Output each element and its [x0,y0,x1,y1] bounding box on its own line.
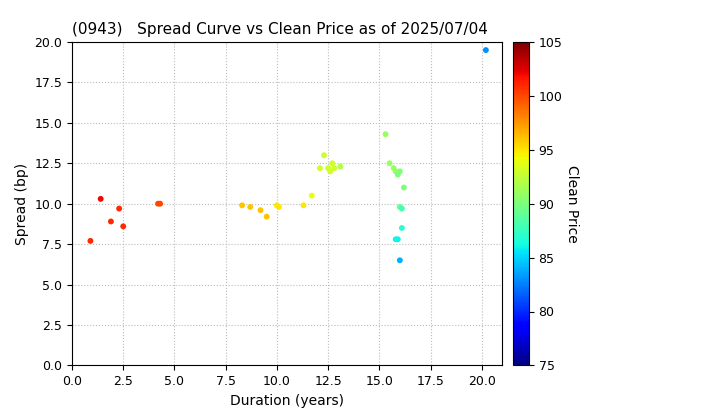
Point [398,184,410,191]
Point [306,192,318,199]
Point [384,160,395,167]
Point [271,202,283,209]
Point [326,160,338,167]
Point [390,236,402,243]
X-axis label: Duration (years): Duration (years) [230,394,344,408]
Point [394,168,405,175]
Point [396,225,408,231]
Point [236,202,248,209]
Text: (0943)   Spread Curve vs Clean Price as of 2025/07/04: (0943) Spread Curve vs Clean Price as of… [72,22,488,37]
Point [392,171,403,178]
Point [325,168,336,175]
Point [85,238,96,244]
Point [113,205,125,212]
Point [392,236,403,243]
Y-axis label: Spread (bp): Spread (bp) [15,163,29,245]
Point [323,165,334,171]
Point [335,163,346,170]
Point [245,204,256,210]
Point [117,223,129,230]
Point [379,131,391,137]
Point [255,207,266,213]
Point [396,205,408,212]
Point [390,168,402,175]
Point [314,165,325,171]
Point [328,165,340,171]
Point [154,200,166,207]
Point [298,202,310,209]
Point [318,152,330,158]
Point [273,204,284,210]
Point [261,213,272,220]
Point [105,218,117,225]
Point [95,195,107,202]
Point [388,165,400,171]
Point [394,257,405,264]
Y-axis label: Clean Price: Clean Price [565,165,579,243]
Point [153,200,164,207]
Point [480,47,492,53]
Point [394,204,405,210]
